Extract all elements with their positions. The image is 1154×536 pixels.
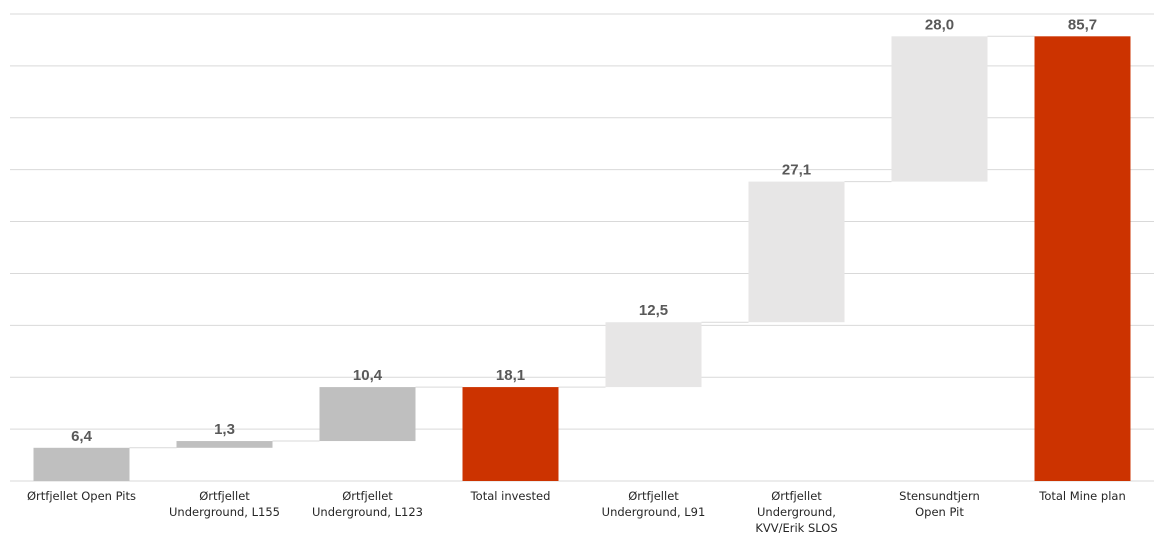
bar [176,441,273,448]
category-label: Ørtfjellet Open Pits [27,489,136,503]
bar [891,36,988,182]
category-label: Ørtfjellet Underground, KVV/Erik SLOS [755,489,837,535]
category-label-line: Ørtfjellet [342,489,393,503]
category-label-line: Underground, L123 [312,505,423,519]
category-label: Ørtfjellet Underground, L123 [312,489,423,519]
bar [462,387,559,481]
category-label-line: Underground, L91 [602,505,706,519]
bar [1034,36,1131,481]
category-label: Ørtfjellet Underground, L155 [169,489,280,519]
value-labels: 6,4 1,3 10,4 18,1 12,5 27,1 28,0 85,7 [71,16,1097,444]
category-label-line: Open Pit [915,505,964,519]
category-label: Total Mine plan [1038,489,1125,503]
value-label: 12,5 [639,302,668,319]
category-label-line: Ørtfjellet [771,489,822,503]
value-label: 18,1 [496,367,525,384]
value-label: 28,0 [925,16,954,33]
category-label-line: Underground, [757,505,836,519]
category-label-line: Ørtfjellet [199,489,250,503]
value-label: 10,4 [353,367,383,384]
category-label-line: KVV/Erik SLOS [755,521,837,535]
value-label: 6,4 [71,428,93,445]
value-label: 85,7 [1068,16,1097,33]
bar [748,181,845,323]
category-label: Ørtfjellet Underground, L91 [602,489,706,519]
category-labels: Ørtfjellet Open Pits Ørtfjellet Undergroun… [27,489,1126,535]
gridlines [10,13,1154,482]
category-label-line: Ørtfjellet Open Pits [27,489,136,503]
category-label: Total invested [470,489,551,503]
bars [33,36,1131,481]
category-label-line: Total Mine plan [1038,489,1125,503]
bar [319,387,416,442]
bar [33,447,130,481]
bar [605,322,702,388]
connector-lines [129,35,1035,449]
value-label: 1,3 [214,421,235,438]
category-label-line: Total invested [470,489,551,503]
category-label-line: Ørtfjellet [628,489,679,503]
category-label-line: Underground, L155 [169,505,280,519]
value-label: 27,1 [782,162,811,179]
category-label-line: Stensundtjern [899,489,980,503]
category-label: Stensundtjern Open Pit [899,489,980,519]
